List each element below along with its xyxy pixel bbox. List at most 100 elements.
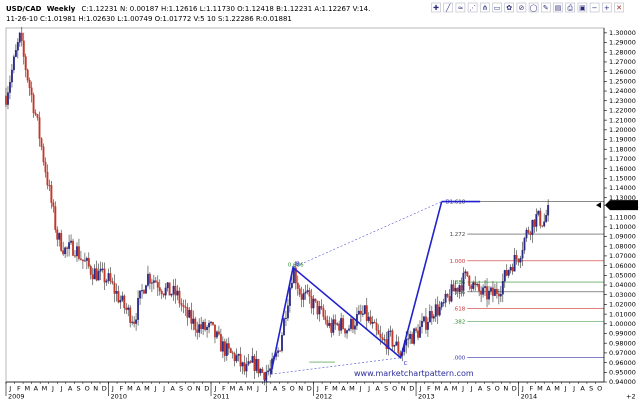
no-symbol-icon-frame[interactable] xyxy=(516,2,527,13)
gear-icon-glyph: ✿ xyxy=(506,4,512,12)
candle xyxy=(306,284,309,295)
price-tick-label: 1.07000 xyxy=(609,252,636,260)
candle xyxy=(123,294,126,314)
candle-body xyxy=(176,290,179,296)
candle xyxy=(77,238,80,261)
year-tick-label: 2012 xyxy=(316,393,333,401)
candle-body xyxy=(247,361,250,365)
candle xyxy=(284,310,287,327)
brush-icon-frame[interactable] xyxy=(540,2,551,13)
save-icon[interactable]: ▣ xyxy=(577,2,588,13)
candle xyxy=(344,328,347,338)
save-icon-frame[interactable] xyxy=(577,2,588,13)
candle-body xyxy=(468,275,471,286)
candle xyxy=(493,283,496,296)
price-tick-label: 0.99000 xyxy=(609,330,636,338)
print-icon-frame[interactable] xyxy=(565,2,576,13)
candle-body xyxy=(184,306,187,308)
candle xyxy=(421,313,423,334)
crosshair-icon-frame[interactable] xyxy=(431,2,441,13)
candle-body xyxy=(269,368,272,371)
candle-body xyxy=(26,69,29,81)
month-tick-label: N xyxy=(503,385,508,393)
brush-icon[interactable]: ✎ xyxy=(540,2,551,13)
no-symbol-icon-glyph: ⊘ xyxy=(518,4,524,12)
pitchfork-icon-frame[interactable] xyxy=(479,2,490,13)
plot-frame xyxy=(5,27,605,383)
candle-body xyxy=(515,254,518,260)
candle xyxy=(261,367,264,374)
fib-fan-icon-frame[interactable] xyxy=(467,2,478,13)
candle xyxy=(243,355,246,375)
candle-body xyxy=(517,259,520,263)
candle xyxy=(152,274,155,290)
ruler-icon-frame[interactable] xyxy=(553,2,563,13)
zoom-in-icon-frame[interactable] xyxy=(601,2,612,13)
close-icon[interactable]: ✕ xyxy=(614,2,624,13)
candle-body xyxy=(322,308,325,317)
candle xyxy=(158,279,161,296)
pattern-leg-line xyxy=(270,201,443,375)
ruler-icon[interactable]: ▤ xyxy=(553,2,563,13)
candle-body xyxy=(450,284,453,302)
circle-tool-icon[interactable]: ◯ xyxy=(528,2,539,13)
candle-body xyxy=(257,358,260,374)
candle xyxy=(389,325,392,337)
channel-icon[interactable]: ▭ xyxy=(492,2,502,13)
candle-body xyxy=(371,321,374,324)
line-draw-icon-frame[interactable] xyxy=(443,2,454,13)
pitchfork-icon[interactable]: ⋔ xyxy=(479,2,490,13)
candle-body xyxy=(58,233,61,240)
candle xyxy=(265,364,268,387)
gear-icon-frame[interactable] xyxy=(504,2,515,13)
price-tick-label: 0.94000 xyxy=(609,378,636,386)
month-tick-label: J xyxy=(154,385,157,393)
candle xyxy=(103,262,106,291)
candle-body xyxy=(40,138,43,147)
month-tick-label: N xyxy=(298,385,303,393)
price-tick-label: 1.19000 xyxy=(609,136,636,144)
fib-fan-icon[interactable]: ⋰ xyxy=(467,2,478,13)
crosshair-icon[interactable]: ✚ xyxy=(431,2,441,13)
candle xyxy=(89,264,92,280)
candle-body xyxy=(389,330,392,332)
circle-tool-icon-frame[interactable] xyxy=(528,2,539,13)
month-tick-label: J xyxy=(461,385,464,393)
candle xyxy=(192,310,195,331)
zoom-out-icon[interactable]: − xyxy=(589,2,600,13)
candle xyxy=(450,279,453,303)
print-icon[interactable]: ⎙ xyxy=(565,2,576,13)
candle xyxy=(32,92,35,118)
candle xyxy=(107,268,110,284)
header-line-2: 11-26-10 C:1.01981 H:1.02630 L:1.00749 O… xyxy=(6,15,292,23)
close-icon-frame[interactable] xyxy=(614,2,624,13)
candle xyxy=(342,314,345,330)
candle-body xyxy=(91,274,94,280)
month-tick-label: S xyxy=(384,385,388,393)
wave-icon[interactable]: ≈ xyxy=(455,2,466,13)
candle xyxy=(239,347,242,372)
gear-icon[interactable]: ✿ xyxy=(504,2,515,13)
zoom-out-icon-frame[interactable] xyxy=(589,2,600,13)
month-tick-label: O xyxy=(290,385,295,393)
wave-icon-frame[interactable] xyxy=(455,2,466,13)
no-symbol-icon[interactable]: ⊘ xyxy=(516,2,527,13)
zoom-in-icon[interactable]: + xyxy=(601,2,612,13)
line-draw-icon[interactable]: ╱ xyxy=(443,2,454,13)
candle-body xyxy=(375,322,378,331)
month-tick-label: S xyxy=(589,385,593,393)
month-tick-label: J xyxy=(111,385,114,393)
channel-icon-frame[interactable] xyxy=(492,2,502,13)
candle xyxy=(257,358,260,378)
candle-body xyxy=(419,326,421,338)
candle xyxy=(44,157,47,178)
candle-body xyxy=(312,298,315,309)
candle xyxy=(488,286,490,305)
candle-body xyxy=(338,323,341,331)
candle-body xyxy=(350,318,352,329)
candle-body xyxy=(369,316,372,324)
price-tick-label: 1.26000 xyxy=(609,68,636,76)
candle-body xyxy=(180,303,183,306)
